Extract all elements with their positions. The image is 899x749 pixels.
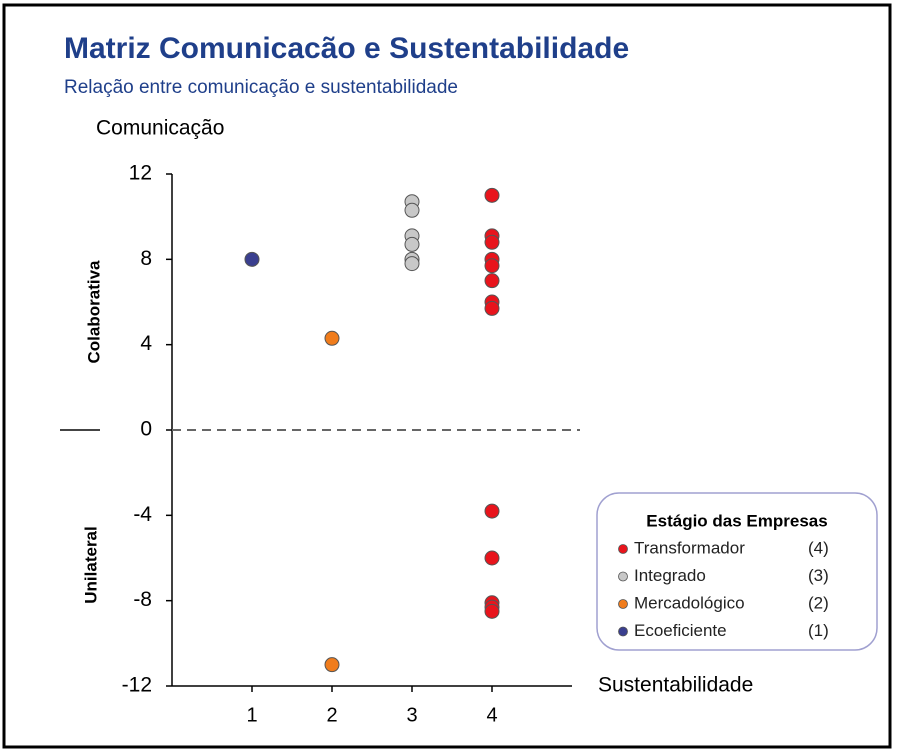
y-tick-label: -12: [122, 674, 152, 697]
legend-label: Integrado: [634, 566, 706, 585]
y-tick-label: 8: [140, 247, 152, 270]
point: [244, 251, 260, 267]
x-tick-label: 4: [486, 704, 497, 726]
point: [484, 273, 500, 289]
point: [484, 187, 500, 203]
y-tick-label: -8: [133, 588, 152, 611]
legend-marker: [618, 544, 628, 554]
point: [484, 234, 500, 250]
legend-code: (1): [808, 621, 829, 640]
y-tick-label: 0: [140, 418, 152, 441]
lower-label: Unilateral: [81, 526, 100, 603]
point: [404, 236, 420, 252]
y-tick-label: 12: [129, 162, 152, 185]
point: [484, 258, 500, 274]
legend-label: Transformador: [634, 538, 745, 557]
y-axis-label: Comunicação: [96, 117, 224, 140]
legend-code: (2): [808, 593, 829, 612]
x-tick-label: 3: [406, 704, 417, 726]
legend-marker: [618, 599, 628, 609]
legend-label: Ecoeficiente: [634, 621, 727, 640]
chart-title: Matriz Comunicacão e Sustentabilidade: [64, 32, 629, 65]
legend-code: (4): [808, 538, 829, 557]
point: [404, 256, 420, 272]
chart-subtitle: Relação entre comunicação e sustentabili…: [64, 77, 458, 98]
point: [484, 550, 500, 566]
legend-box: [596, 492, 878, 651]
point: [324, 330, 340, 346]
x-tick-label: 2: [326, 704, 337, 726]
legend-code: (3): [808, 566, 829, 585]
point: [484, 603, 500, 619]
legend-marker: [618, 626, 628, 637]
legend-marker: [618, 571, 628, 582]
point: [404, 202, 420, 218]
legend-title: Estágio das Empresas: [646, 511, 827, 530]
y-tick-label: -4: [133, 503, 152, 526]
point: [484, 503, 500, 519]
x-tick-label: 1: [246, 704, 257, 726]
legend-label: Mercadológico: [634, 593, 745, 612]
y-tick-label: 4: [140, 332, 152, 355]
point: [324, 657, 340, 673]
upper-label: Colaborativa: [84, 260, 103, 364]
point: [484, 300, 500, 316]
x-axis-label: Sustentabilidade: [598, 674, 753, 697]
